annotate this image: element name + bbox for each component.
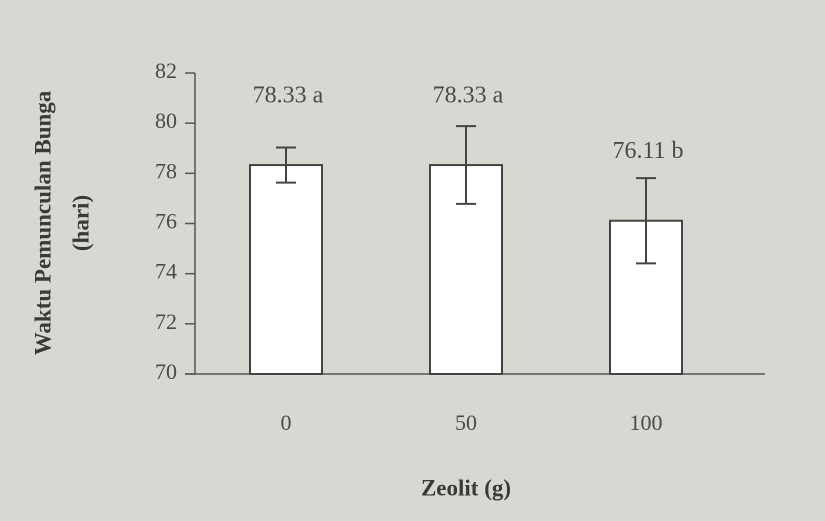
y-axis-title: Waktu Pemunculan Bunga <box>30 90 55 355</box>
y-tick-label: 76 <box>155 209 177 234</box>
value-label: 76.11 b <box>612 138 683 164</box>
error-bar <box>276 146 296 184</box>
y-tick-label: 70 <box>155 359 177 384</box>
y-tick-label: 72 <box>155 309 177 334</box>
value-label: 78.33 a <box>433 83 504 109</box>
value-label: 78.33 a <box>253 83 324 109</box>
error-bar <box>636 177 656 265</box>
y-tick-label: 78 <box>155 158 177 183</box>
bar <box>249 164 323 375</box>
x-tick-label: 100 <box>630 410 663 435</box>
x-tick-label: 0 <box>281 410 292 435</box>
y-tick-label: 74 <box>155 259 177 284</box>
x-tick-label: 50 <box>455 410 477 435</box>
x-axis-title: Zeolit (g) <box>421 475 511 500</box>
error-bar <box>456 125 476 205</box>
y-axis-title: (hari) <box>68 195 93 251</box>
y-tick-label: 82 <box>155 58 177 83</box>
y-tick-label: 80 <box>155 108 177 133</box>
